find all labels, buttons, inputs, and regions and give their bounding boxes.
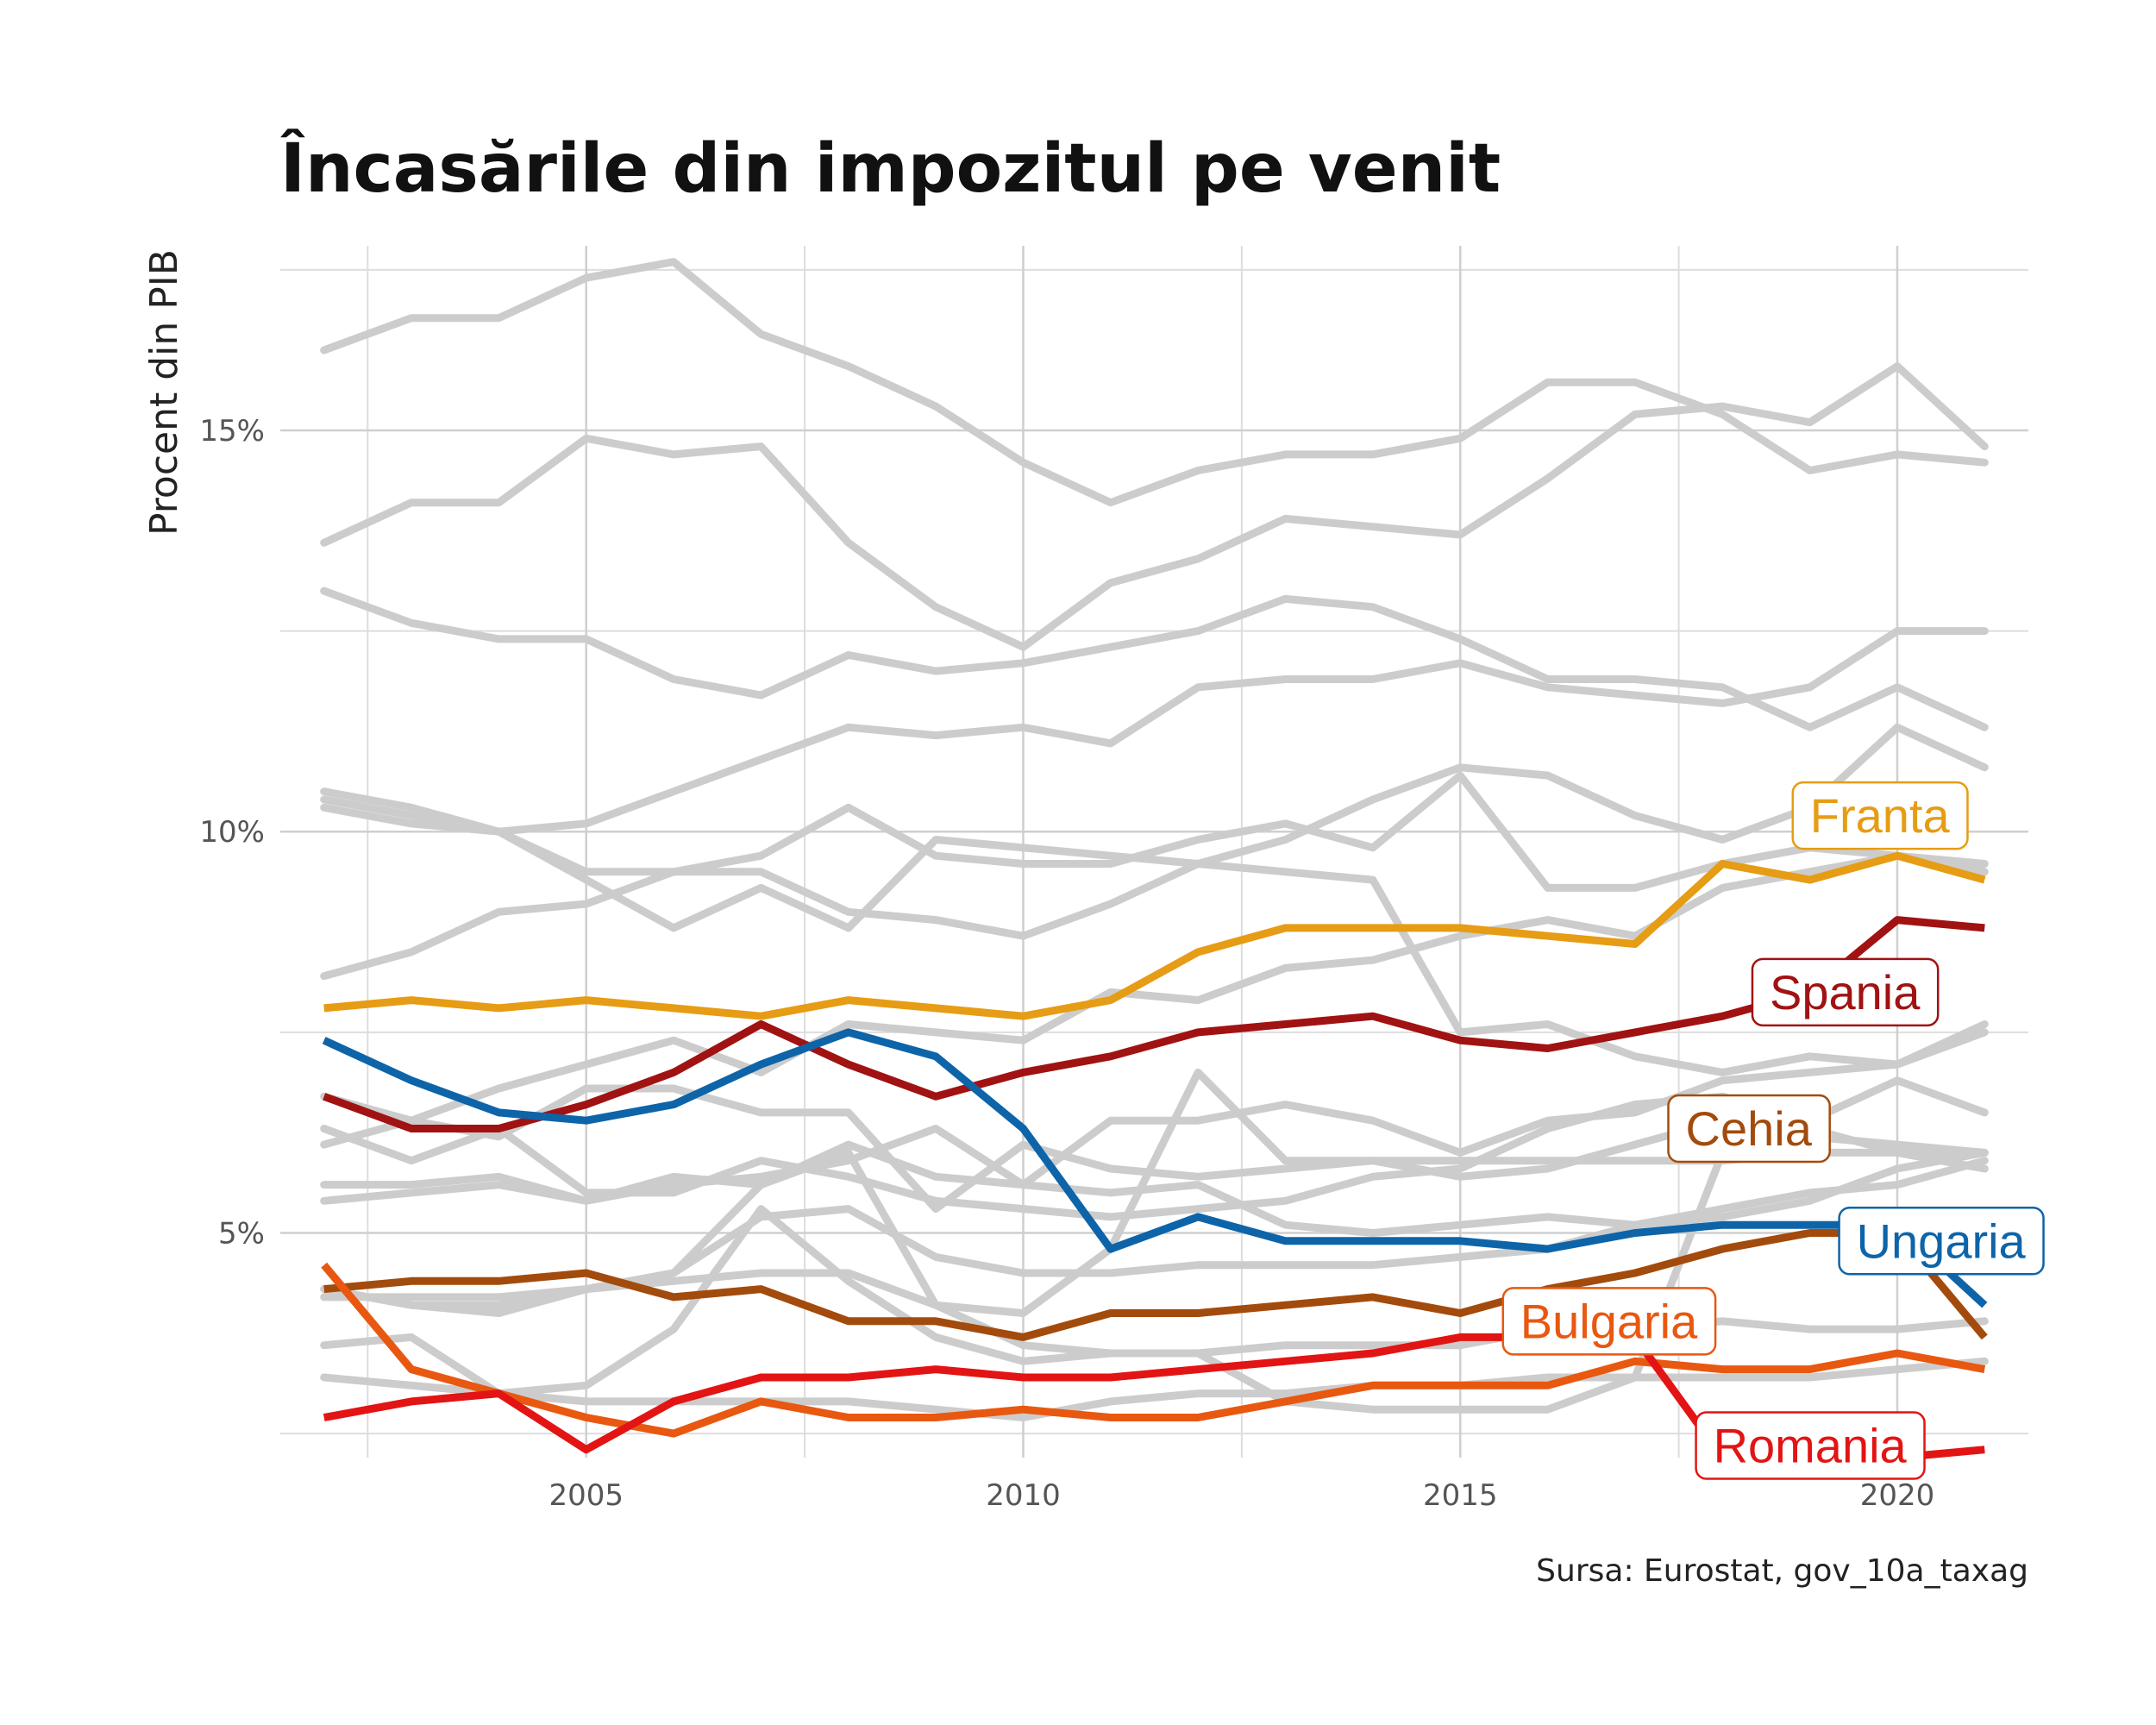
x-tick-label: 2015	[1423, 1478, 1498, 1513]
y-axis-title: Procent din PIB	[142, 249, 186, 536]
background-series-line	[320, 1132, 1989, 1414]
background-series-line	[320, 258, 1989, 507]
background-series-line	[320, 795, 1989, 1076]
y-tick-label: 5%	[218, 1216, 265, 1251]
series-line-ungaria	[322, 1028, 1988, 1308]
series-line-spania	[323, 916, 1985, 1132]
series-label-box	[1791, 781, 1969, 850]
series-label-text: Franta	[1810, 788, 1951, 843]
background-series-line	[320, 1357, 1989, 1421]
series-label-cehia: Cehia	[1667, 1094, 1831, 1164]
series-label-box	[1838, 1207, 2045, 1276]
series-label-text: Cehia	[1686, 1101, 1813, 1156]
series-label-bulgaria: Bulgaria	[1501, 1287, 1717, 1356]
y-tick-label: 15%	[199, 414, 265, 448]
background-series-line	[320, 627, 1989, 836]
background-series-line	[320, 771, 1989, 981]
y-tick-label: 10%	[199, 815, 265, 850]
series-label-box	[1751, 957, 1940, 1027]
series-label-text: Ungaria	[1857, 1214, 2027, 1268]
x-tick-label: 2020	[1860, 1478, 1935, 1513]
background-series-line	[320, 1140, 1989, 1237]
series-label-box	[1501, 1287, 1717, 1356]
series-line-cehia	[323, 1229, 1988, 1341]
series-label-franta: Franta	[1791, 781, 1969, 850]
source-caption: Sursa: Eurostat, gov_10a_taxag	[1536, 1553, 2028, 1589]
background-series-line	[320, 851, 1989, 1125]
series-labels-layer: Franta Spania Cehia Ungaria Bulgaria Romania	[1501, 781, 2045, 1480]
axis-ticks: 5% 10% 15% 2005 2010 2015 2020	[199, 414, 1934, 1513]
series-label-box	[1667, 1094, 1831, 1164]
series-label-ungaria: Ungaria	[1838, 1207, 2045, 1276]
background-series-line	[320, 362, 1989, 651]
series-label-box	[1695, 1411, 1926, 1480]
x-tick-label: 2010	[986, 1478, 1061, 1513]
highlighted-series-layer	[321, 851, 1988, 1462]
chart-title: Încasările din impozitul pe venit	[280, 129, 1501, 208]
background-series-line	[320, 723, 1989, 940]
series-label-romania: Romania	[1695, 1411, 1926, 1480]
series-line-franta	[323, 851, 1986, 1020]
series-label-text: Spania	[1770, 965, 1921, 1019]
series-line-bulgaria	[321, 1262, 1986, 1438]
series-label-spania: Spania	[1751, 957, 1940, 1027]
series-label-text: Romania	[1714, 1419, 1908, 1473]
x-tick-label: 2005	[548, 1478, 624, 1513]
background-series-line	[320, 586, 1989, 731]
series-label-text: Bulgaria	[1520, 1294, 1698, 1348]
